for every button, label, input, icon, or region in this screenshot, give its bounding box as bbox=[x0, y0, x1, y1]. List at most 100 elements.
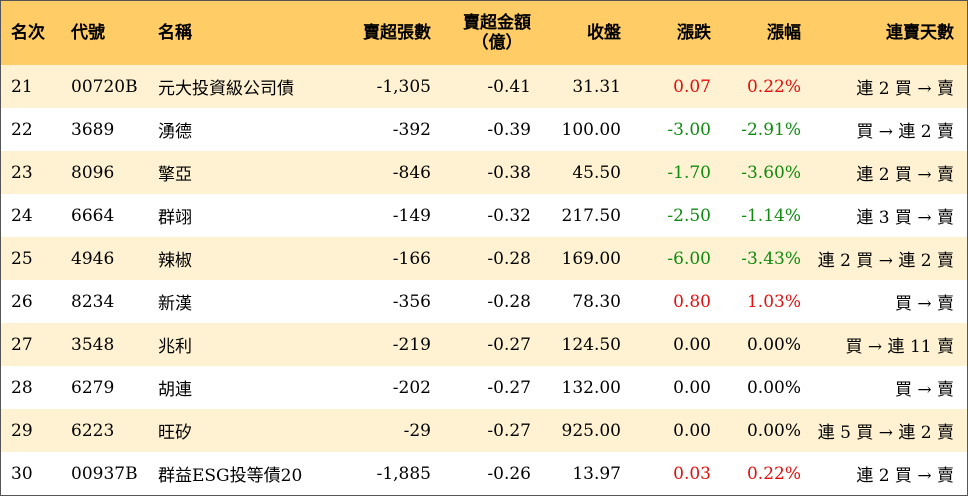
close-price-cell: 217.50 bbox=[561, 205, 621, 226]
net-sell-lots-cell: -1,885 bbox=[376, 463, 431, 484]
streak-cell: 買 → 連 11 賣 bbox=[845, 337, 955, 357]
change-cell: -1.70 bbox=[667, 162, 711, 183]
net-sell-lots-cell: -392 bbox=[392, 119, 431, 140]
code-cell[interactable]: 00720B bbox=[71, 76, 138, 97]
stock-name-cell[interactable]: 胡連 bbox=[158, 380, 192, 400]
rank-cell: 23 bbox=[11, 162, 33, 183]
streak-cell: 買 → 賣 bbox=[894, 380, 954, 400]
code-cell[interactable]: 00937B bbox=[71, 463, 138, 484]
table-row[interactable]: 30 00937B 群益ESG投等債20 -1,885 -0.26 13.97 0.03 0.… bbox=[1, 452, 967, 495]
rank-cell: 25 bbox=[11, 248, 33, 269]
net-sell-amount-cell: -0.26 bbox=[487, 463, 531, 484]
close-price-cell: 169.00 bbox=[561, 248, 621, 269]
close-price-cell: 13.97 bbox=[572, 463, 621, 484]
net-sell-lots-cell: -202 bbox=[392, 377, 431, 398]
header-rank[interactable]: 名次 bbox=[11, 22, 45, 43]
change-pct-cell: -3.43% bbox=[741, 248, 801, 269]
header-net-sell-amount-label: 賣超金額 （億） bbox=[463, 13, 531, 53]
streak-cell: 連 2 買 → 賣 bbox=[856, 79, 954, 99]
table-header-row: 名次 代號 名稱 賣超張數 賣超金額 （億） 收盤 漲跌 漲幅 連賣天數 bbox=[1, 1, 967, 65]
stock-name-cell[interactable]: 擎亞 bbox=[158, 165, 192, 185]
code-cell[interactable]: 6279 bbox=[71, 377, 115, 398]
header-name[interactable]: 名稱 bbox=[158, 22, 192, 43]
change-pct-cell: 0.00% bbox=[746, 334, 801, 355]
rank-cell: 26 bbox=[11, 291, 33, 312]
stock-name-cell[interactable]: 新漢 bbox=[158, 294, 192, 314]
stock-name-cell[interactable]: 旺矽 bbox=[158, 423, 192, 443]
streak-cell: 連 5 買 → 連 2 賣 bbox=[817, 423, 954, 443]
net-sell-amount-cell: -0.27 bbox=[487, 377, 531, 398]
change-cell: 0.07 bbox=[673, 76, 711, 97]
close-price-cell: 925.00 bbox=[561, 420, 621, 441]
code-cell[interactable]: 3689 bbox=[71, 119, 115, 140]
table-row[interactable]: 22 3689 湧德 -392 -0.39 100.00 -3.00 -2.91% 買 → 連 … bbox=[1, 108, 967, 151]
header-close[interactable]: 收盤 bbox=[587, 22, 621, 43]
change-pct-cell: -1.14% bbox=[741, 205, 801, 226]
table-row[interactable]: 29 6223 旺矽 -29 -0.27 925.00 0.00 0.00% 連 5 買 → 連… bbox=[1, 409, 967, 452]
header-change-pct[interactable]: 漲幅 bbox=[767, 22, 801, 43]
net-sell-amount-cell: -0.27 bbox=[487, 420, 531, 441]
streak-cell: 連 2 買 → 賣 bbox=[856, 466, 954, 486]
table-row[interactable]: 24 6664 群翊 -149 -0.32 217.50 -2.50 -1.14% 連 3 買 … bbox=[1, 194, 967, 237]
stock-name-cell[interactable]: 群翊 bbox=[158, 208, 192, 228]
stock-name-cell[interactable]: 辣椒 bbox=[158, 251, 192, 271]
streak-cell: 連 2 買 → 賣 bbox=[856, 165, 954, 185]
header-streak[interactable]: 連賣天數 bbox=[886, 22, 954, 43]
rank-cell: 29 bbox=[11, 420, 33, 441]
change-pct-cell: -3.60% bbox=[741, 162, 801, 183]
close-price-cell: 100.00 bbox=[561, 119, 621, 140]
change-pct-cell: 0.22% bbox=[746, 463, 801, 484]
net-sell-amount-cell: -0.28 bbox=[487, 248, 531, 269]
change-pct-cell: 0.00% bbox=[746, 420, 801, 441]
table-row[interactable]: 25 4946 辣椒 -166 -0.28 169.00 -6.00 -3.43% 連 2 買 … bbox=[1, 237, 967, 280]
rank-cell: 21 bbox=[11, 76, 33, 97]
stock-name-cell[interactable]: 兆利 bbox=[158, 337, 192, 357]
change-pct-cell: 0.00% bbox=[746, 377, 801, 398]
code-cell[interactable]: 8096 bbox=[71, 162, 115, 183]
table-row[interactable]: 28 6279 胡連 -202 -0.27 132.00 0.00 0.00% 買 → 賣 bbox=[1, 366, 967, 409]
header-code[interactable]: 代號 bbox=[71, 22, 105, 43]
streak-cell: 連 3 買 → 賣 bbox=[856, 208, 954, 228]
rank-cell: 24 bbox=[11, 205, 33, 226]
streak-cell: 買 → 賣 bbox=[894, 294, 954, 314]
rank-cell: 27 bbox=[11, 334, 33, 355]
table-row[interactable]: 26 8234 新漢 -356 -0.28 78.30 0.80 1.03% 買 → 賣 bbox=[1, 280, 967, 323]
close-price-cell: 124.50 bbox=[561, 334, 621, 355]
net-sell-amount-cell: -0.27 bbox=[487, 334, 531, 355]
stock-name-cell[interactable]: 湧德 bbox=[158, 122, 192, 142]
change-cell: -2.50 bbox=[667, 205, 711, 226]
change-cell: 0.03 bbox=[673, 463, 711, 484]
table-row[interactable]: 21 00720B 元大投資級公司債 -1,305 -0.41 31.31 0.07 0.22… bbox=[1, 65, 967, 108]
change-cell: 0.80 bbox=[673, 291, 711, 312]
code-cell[interactable]: 4946 bbox=[71, 248, 115, 269]
table-row[interactable]: 27 3548 兆利 -219 -0.27 124.50 0.00 0.00% 買 → 連 11… bbox=[1, 323, 967, 366]
code-cell[interactable]: 3548 bbox=[71, 334, 115, 355]
net-sell-lots-cell: -219 bbox=[392, 334, 431, 355]
change-pct-cell: 1.03% bbox=[746, 291, 801, 312]
code-cell[interactable]: 6223 bbox=[71, 420, 115, 441]
code-cell[interactable]: 6664 bbox=[71, 205, 115, 226]
net-sell-lots-cell: -1,305 bbox=[376, 76, 431, 97]
table-row[interactable]: 23 8096 擎亞 -846 -0.38 45.50 -1.70 -3.60% 連 2 買 →… bbox=[1, 151, 967, 194]
header-change[interactable]: 漲跌 bbox=[677, 22, 711, 43]
net-sell-amount-cell: -0.38 bbox=[487, 162, 531, 183]
change-cell: 0.00 bbox=[673, 334, 711, 355]
header-net-sell-lots[interactable]: 賣超張數 bbox=[363, 22, 431, 43]
rank-cell: 28 bbox=[11, 377, 33, 398]
code-cell[interactable]: 8234 bbox=[71, 291, 115, 312]
net-sell-lots-cell: -29 bbox=[403, 420, 431, 441]
header-net-sell-amount[interactable]: 賣超金額 （億） bbox=[431, 1, 531, 65]
stock-name-cell[interactable]: 群益ESG投等債20 bbox=[158, 466, 303, 486]
rank-cell: 30 bbox=[11, 463, 33, 484]
change-cell: -6.00 bbox=[667, 248, 711, 269]
header-net-sell-amount-line1: 賣超金額 bbox=[463, 13, 531, 33]
net-sell-amount-cell: -0.39 bbox=[487, 119, 531, 140]
change-cell: 0.00 bbox=[673, 377, 711, 398]
stock-name-cell[interactable]: 元大投資級公司債 bbox=[158, 79, 294, 99]
header-net-sell-amount-unit: （億） bbox=[471, 33, 523, 53]
change-pct-cell: 0.22% bbox=[746, 76, 801, 97]
net-sell-amount-cell: -0.28 bbox=[487, 291, 531, 312]
close-price-cell: 78.30 bbox=[572, 291, 621, 312]
